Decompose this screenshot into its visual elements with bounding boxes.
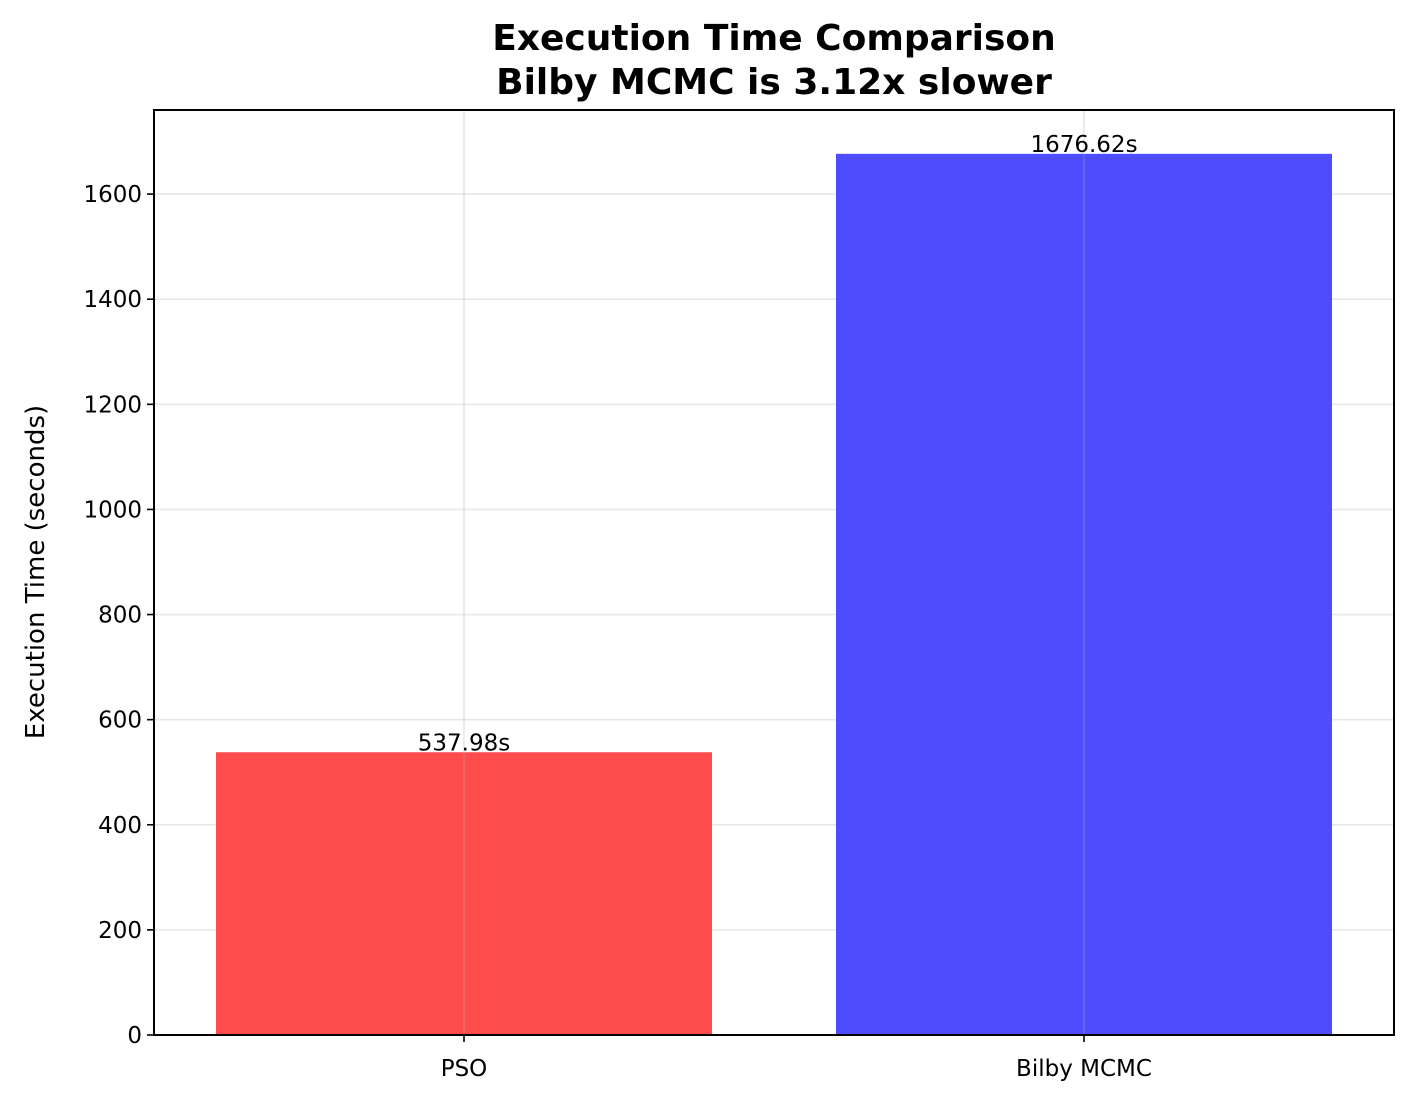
y-tick-label: 400 bbox=[98, 813, 142, 839]
bars bbox=[216, 153, 1332, 1035]
bar-value-label: 1676.62s bbox=[1030, 132, 1137, 158]
bar-value-label: 537.98s bbox=[418, 730, 510, 756]
plot-frame bbox=[153, 109, 1395, 1036]
y-tick-label: 600 bbox=[98, 708, 142, 734]
y-tick-label: 1200 bbox=[83, 392, 142, 418]
bar-pso bbox=[216, 752, 712, 1035]
x-tick-label: PSO bbox=[441, 1056, 488, 1082]
chart-title-line-1: Execution Time Comparison bbox=[492, 18, 1056, 59]
x-ticks: PSO Bilby MCMC bbox=[441, 1035, 1152, 1082]
y-tick-label: 0 bbox=[127, 1023, 142, 1049]
x-grid-lines bbox=[463, 110, 1085, 1035]
y-axis-label: Execution Time (seconds) bbox=[21, 405, 51, 739]
y-tick-label: 200 bbox=[98, 918, 142, 944]
bar-value-labels: 537.98s 1676.62s bbox=[418, 132, 1138, 756]
y-tick-label: 1400 bbox=[83, 287, 142, 313]
y-tick-label: 1600 bbox=[83, 182, 142, 208]
y-tick-label: 800 bbox=[98, 603, 142, 629]
y-ticks: 0 200 400 600 800 1000 1200 1400 1600 bbox=[83, 182, 154, 1049]
bar-bilby-mcmc bbox=[836, 153, 1332, 1035]
y-tick-label: 1000 bbox=[83, 497, 142, 523]
chart-title-line-2: Bilby MCMC is 3.12x slower bbox=[496, 62, 1052, 103]
x-tick-label: Bilby MCMC bbox=[1016, 1056, 1152, 1082]
